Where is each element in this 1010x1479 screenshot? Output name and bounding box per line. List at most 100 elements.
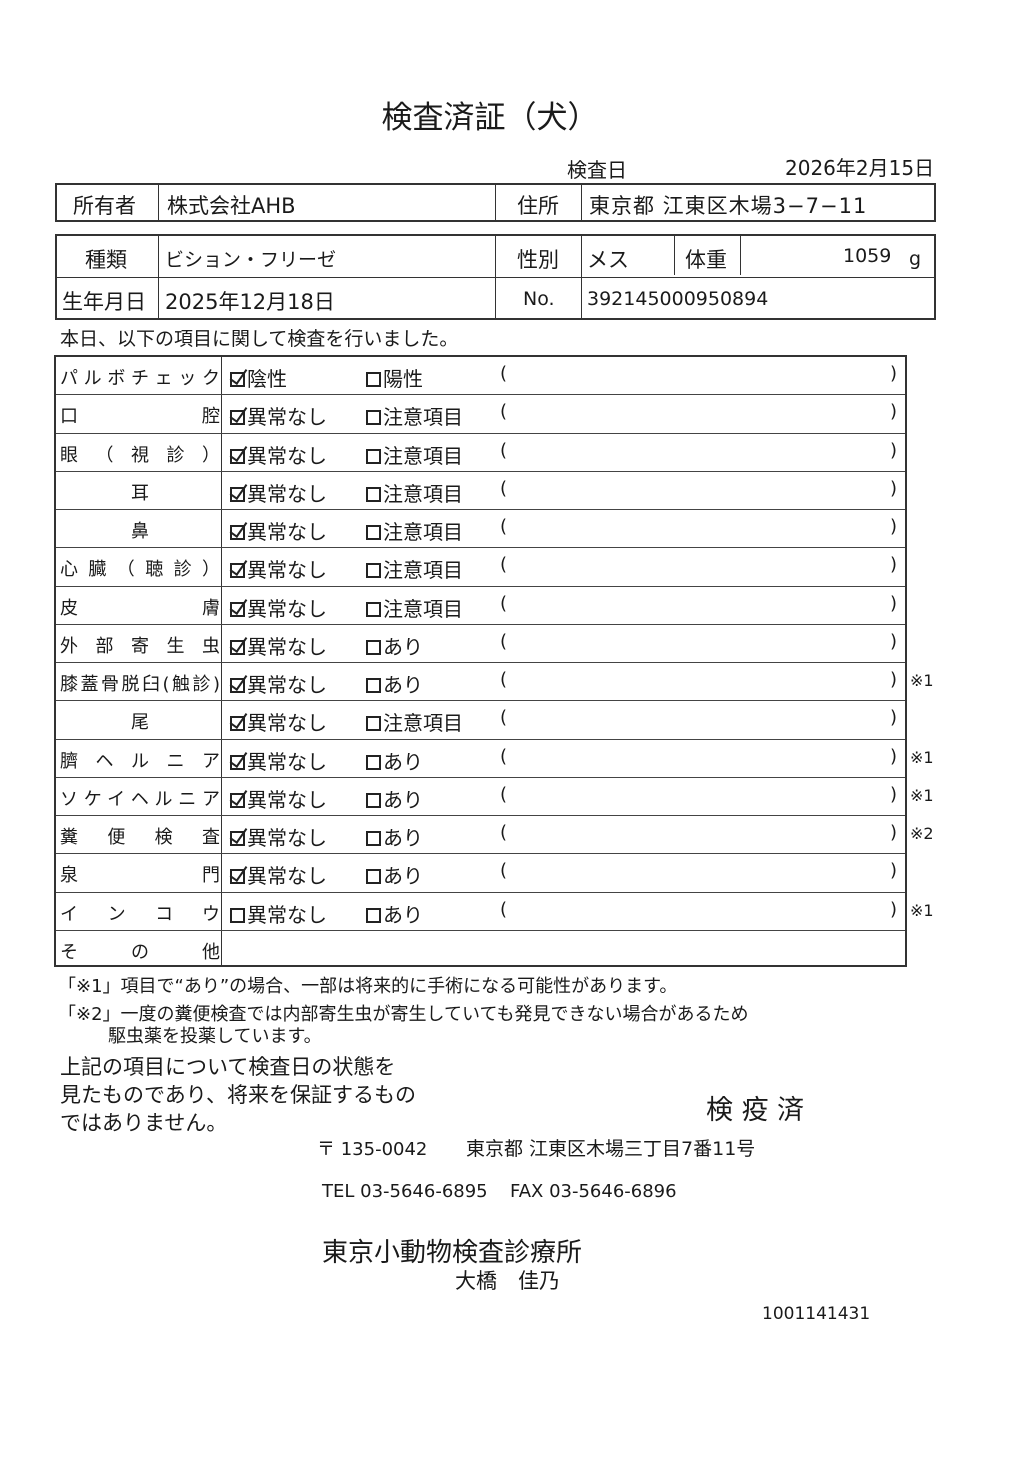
exam-item-row: 口腔 異常なし 注意項目 () <box>56 395 905 434</box>
option-label: あり <box>383 864 423 889</box>
checkbox-unchecked-icon[interactable] <box>366 639 381 655</box>
checkbox-checked-icon[interactable] <box>230 525 245 540</box>
checkbox-checked-icon[interactable] <box>230 754 245 770</box>
checkbox-unchecked-icon[interactable] <box>366 563 381 579</box>
owner-label: 所有者 <box>73 194 136 218</box>
owner-value: 株式会社AHB <box>167 194 296 218</box>
option-normal[interactable]: 異常なし <box>230 478 327 507</box>
option-normal[interactable]: 異常なし <box>230 554 327 583</box>
checkbox-checked-icon[interactable] <box>230 869 245 885</box>
option-label: 異常なし <box>247 520 327 544</box>
footnote-2: 「※2」一度の糞便検査では内部寄生虫が寄生していても発見できない場合があるため <box>58 1004 749 1025</box>
option-abnormal[interactable]: あり <box>366 746 423 775</box>
option-label: あり <box>383 634 423 659</box>
item-label: 糞便検査 <box>60 827 220 848</box>
exam-item-row: パルボチェック 陰性 陽性 () <box>56 357 905 396</box>
checkbox-unchecked-icon[interactable] <box>230 907 245 923</box>
option-normal[interactable]: 異常なし <box>230 899 327 928</box>
checkbox-unchecked-icon[interactable] <box>366 525 381 540</box>
checkbox-checked-icon[interactable] <box>230 486 245 502</box>
checkbox-unchecked-icon[interactable] <box>366 831 381 846</box>
paren-close: ) <box>890 439 898 461</box>
option-normal[interactable]: 異常なし <box>230 516 327 545</box>
paren-close: ) <box>890 554 898 576</box>
clinic-address: 東京都 江東区木場三丁目7番11号 <box>466 1138 756 1160</box>
checkbox-checked-icon[interactable] <box>230 678 245 693</box>
option-abnormal[interactable]: 注意項目 <box>366 593 463 622</box>
option-label: あり <box>383 749 423 774</box>
option-normal[interactable]: 異常なし <box>230 669 327 698</box>
option-normal[interactable]: 異常なし <box>230 822 327 851</box>
checkbox-unchecked-icon[interactable] <box>366 601 381 617</box>
footnote-1: 「※1」項目で“あり”の場合、一部は将来的に手術になる可能性があります。 <box>58 976 678 997</box>
checkbox-unchecked-icon[interactable] <box>366 869 381 885</box>
checkbox-checked-icon[interactable] <box>230 563 245 579</box>
option-abnormal[interactable]: 陽性 <box>366 363 423 392</box>
option-normal[interactable]: 陰性 <box>230 363 287 392</box>
option-abnormal[interactable]: あり <box>366 860 423 889</box>
checkbox-unchecked-icon[interactable] <box>366 486 381 502</box>
option-normal[interactable]: 異常なし <box>230 707 327 736</box>
checkbox-unchecked-icon[interactable] <box>366 678 381 693</box>
option-label: 注意項目 <box>383 443 463 468</box>
option-abnormal[interactable]: あり <box>366 822 423 851</box>
checkbox-unchecked-icon[interactable] <box>366 754 381 770</box>
checkbox-checked-icon[interactable] <box>230 792 245 808</box>
option-abnormal[interactable]: 注意項目 <box>366 554 463 583</box>
option-normal[interactable]: 異常なし <box>230 631 327 660</box>
vet-name: 大橋 佳乃 <box>455 1269 560 1293</box>
checkbox-checked-icon[interactable] <box>230 831 245 846</box>
option-normal[interactable]: 異常なし <box>230 401 327 430</box>
birth-label: 生年月日 <box>62 290 146 314</box>
option-abnormal[interactable]: あり <box>366 631 423 660</box>
paren-open: ( <box>500 669 508 690</box>
option-normal[interactable]: 異常なし <box>230 746 327 775</box>
option-normal[interactable]: 異常なし <box>230 440 327 469</box>
paren-close: ) <box>890 401 898 423</box>
sex-value: メス <box>587 248 629 272</box>
option-abnormal[interactable]: 注意項目 <box>366 440 463 469</box>
option-normal[interactable]: 異常なし <box>230 784 327 813</box>
option-abnormal[interactable]: あり <box>366 784 423 813</box>
checkbox-unchecked-icon[interactable] <box>366 372 381 387</box>
option-abnormal[interactable]: あり <box>366 899 423 928</box>
checkbox-checked-icon[interactable] <box>230 448 245 464</box>
option-label: あり <box>383 902 423 927</box>
disclaimer-line: ではありません。 <box>60 1111 228 1135</box>
animal-table: 種類 ビション・フリーゼ 性別 メス 体重 1059 g 生年月日 2025年1… <box>55 234 936 320</box>
paren-close: ) <box>890 783 898 805</box>
exam-item-row: 眼（視診） 異常なし 注意項目 () <box>56 434 905 472</box>
checkbox-unchecked-icon[interactable] <box>366 792 381 808</box>
paren-open: ( <box>500 707 508 729</box>
checkbox-unchecked-icon[interactable] <box>366 716 381 732</box>
checkbox-unchecked-icon[interactable] <box>366 448 381 464</box>
option-abnormal[interactable]: 注意項目 <box>366 401 463 430</box>
paren-open: ( <box>500 860 508 882</box>
checkbox-checked-icon[interactable] <box>230 372 245 387</box>
checkbox-checked-icon[interactable] <box>230 716 245 732</box>
option-normal[interactable]: 異常なし <box>230 593 327 622</box>
checkbox-checked-icon[interactable] <box>230 410 245 426</box>
exam-item-row: 膝蓋骨脱臼(触診) 異常なし あり () <box>56 663 905 702</box>
checkbox-checked-icon[interactable] <box>230 639 245 655</box>
option-abnormal[interactable]: あり <box>366 669 423 698</box>
option-label: 異常なし <box>247 558 327 583</box>
checkbox-checked-icon[interactable] <box>230 601 245 617</box>
option-abnormal[interactable]: 注意項目 <box>366 707 463 736</box>
clinic-name: 東京小動物検査診療所 <box>322 1238 583 1268</box>
checkbox-unchecked-icon[interactable] <box>366 410 381 426</box>
option-abnormal[interactable]: 注意項目 <box>366 516 463 545</box>
paren-close: ) <box>890 860 898 882</box>
paren-close: ) <box>890 707 898 729</box>
option-label: 陽性 <box>383 367 423 391</box>
paren-open: ( <box>500 630 508 652</box>
checkbox-unchecked-icon[interactable] <box>366 907 381 923</box>
option-label: 陰性 <box>247 367 287 391</box>
option-label: あり <box>383 826 423 850</box>
paren-open: ( <box>500 822 508 843</box>
option-normal[interactable]: 異常なし <box>230 860 327 889</box>
clinic-postal: 〒 135-0042 <box>317 1139 428 1160</box>
paren-open: ( <box>500 554 508 576</box>
option-label: 異常なし <box>247 673 327 697</box>
option-abnormal[interactable]: 注意項目 <box>366 478 463 507</box>
